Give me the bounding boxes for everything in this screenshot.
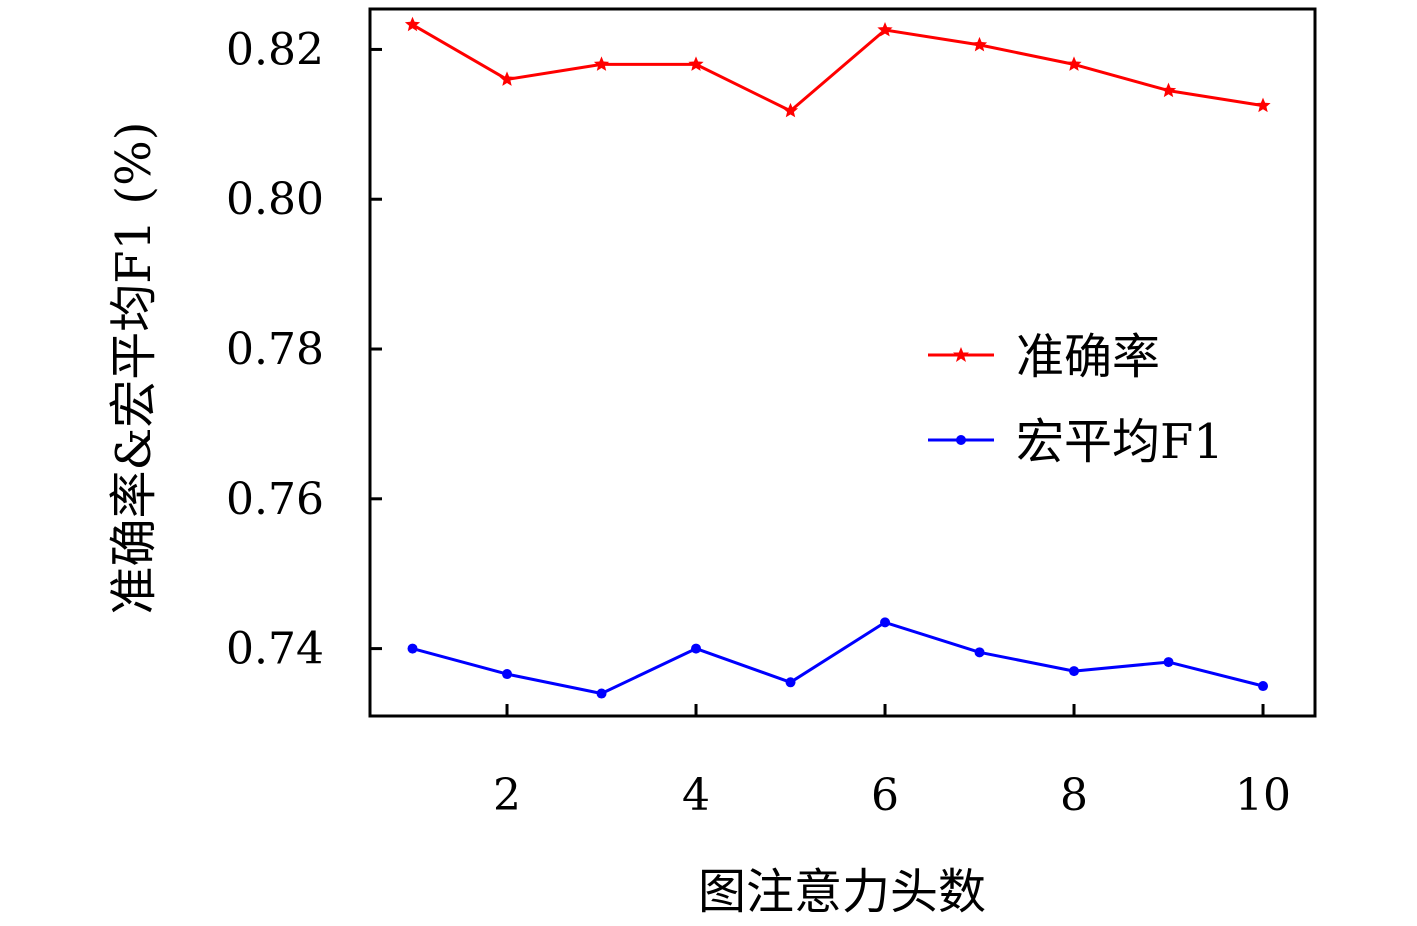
- series-line-0: [411, 23, 1264, 113]
- plot-frame: [368, 7, 1317, 718]
- series-1-point: [502, 669, 513, 680]
- series-0-point: [782, 102, 799, 118]
- x-tick-label: 6: [871, 770, 899, 821]
- series-1-point: [974, 647, 985, 658]
- series-layer: [404, 16, 1271, 699]
- x-tick-label: 8: [1060, 770, 1088, 821]
- series-0-point: [1160, 82, 1177, 98]
- series-1-point: [407, 643, 418, 654]
- series-0-point: [404, 16, 421, 32]
- series-0-point: [688, 56, 704, 71]
- y-tick-label: 0.82: [226, 24, 324, 75]
- legend-marker-macro-f1: [956, 435, 966, 445]
- series-1-point: [1069, 666, 1080, 677]
- y-tick-label: 0.74: [226, 624, 324, 675]
- series-1-point: [691, 643, 702, 654]
- x-tick-label: 2: [493, 770, 521, 821]
- x-tick-label: 10: [1235, 770, 1291, 821]
- y-axis-ticks: 0.74 0.76 0.78 0.80 0.82: [226, 24, 382, 675]
- legend-label-accuracy: 准确率: [1016, 329, 1160, 385]
- series-0-point: [499, 71, 515, 86]
- y-tick-label: 0.78: [226, 324, 324, 375]
- series-1-point: [1163, 657, 1174, 668]
- series-line-1: [412, 620, 1264, 695]
- series-0-point: [1066, 56, 1082, 71]
- series-1-point: [596, 688, 607, 699]
- x-tick-label: 4: [682, 770, 710, 821]
- legend: 准确率 宏平均F1: [928, 329, 1224, 470]
- series-1-point: [880, 617, 891, 628]
- x-axis-title: 图注意力头数: [698, 864, 986, 920]
- y-tick-label: 0.76: [226, 474, 324, 525]
- x-axis-ticks: 2 4 6 8 10: [493, 704, 1291, 821]
- y-tick-label: 0.80: [226, 174, 324, 225]
- legend-label-macro-f1: 宏平均F1: [1016, 414, 1224, 470]
- series-1-point: [785, 677, 796, 688]
- series-0-point: [971, 36, 988, 52]
- series-1-point: [1258, 681, 1269, 692]
- series-0-point: [1255, 97, 1271, 113]
- legend-marker-accuracy: [953, 347, 969, 362]
- y-axis-title: 准确率&宏平均F1 (%): [106, 122, 162, 615]
- series-0-point: [593, 56, 610, 71]
- series-0-point: [877, 22, 893, 37]
